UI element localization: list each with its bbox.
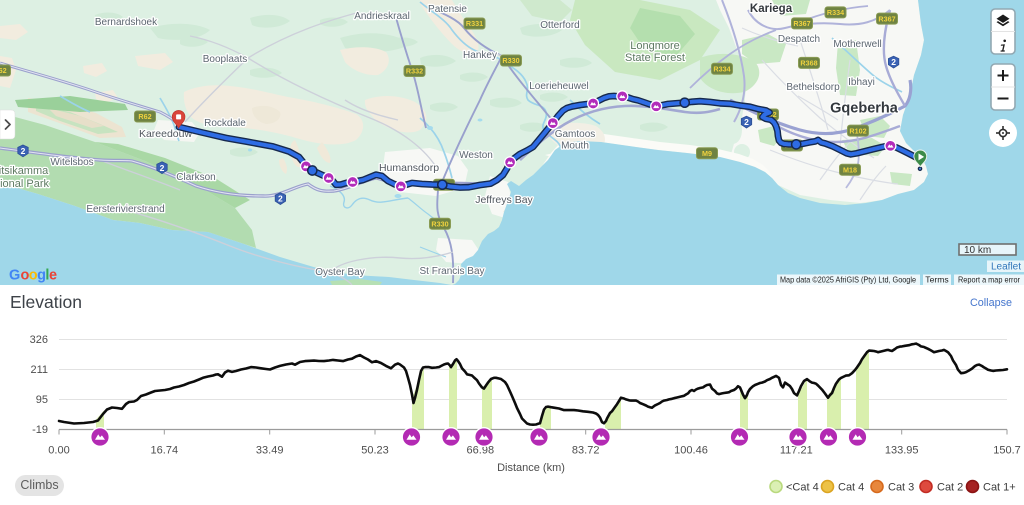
svg-text:M18: M18 [843,166,857,175]
svg-text:e: e [49,268,57,284]
svg-text:95: 95 [36,394,48,406]
svg-text:R334: R334 [827,8,844,17]
svg-text:117.21: 117.21 [780,445,813,457]
svg-text:Hankey: Hankey [463,50,497,61]
svg-text:2: 2 [160,163,165,173]
svg-text:R367: R367 [793,19,810,28]
svg-text:Clarkson: Clarkson [176,172,215,183]
svg-text:o: o [29,268,38,284]
svg-text:50.23: 50.23 [361,445,389,457]
svg-text:Oyster Bay: Oyster Bay [315,267,364,278]
svg-text:Jeffreys Bay: Jeffreys Bay [475,194,533,206]
svg-text:2: 2 [744,117,749,127]
svg-text:R62: R62 [138,112,151,121]
svg-text:Bethelsdorp: Bethelsdorp [786,82,840,93]
svg-text:Map data ©2025 AfriGIS (Pty) L: Map data ©2025 AfriGIS (Pty) Ltd, Google [780,275,916,285]
svg-text:Terms: Terms [925,275,948,285]
svg-text:150.7: 150.7 [993,445,1021,457]
svg-text:R368: R368 [800,59,817,68]
svg-text:R334: R334 [713,64,730,73]
svg-text:Loerieheuwel: Loerieheuwel [529,81,589,92]
svg-text:133.95: 133.95 [885,445,919,457]
svg-text:0.00: 0.00 [48,445,69,457]
svg-text:Gqeberha: Gqeberha [830,101,899,117]
svg-text:o: o [21,268,30,284]
svg-text:2: 2 [278,194,283,204]
svg-text:Distance (km): Distance (km) [497,462,565,474]
svg-text:g: g [37,268,46,284]
svg-text:Witelsbos: Witelsbos [50,157,93,168]
svg-text:Eersterivierstrand: Eersterivierstrand [86,204,164,215]
svg-text:Report a map error: Report a map error [958,275,1020,285]
svg-text:Rockdale: Rockdale [204,118,246,129]
svg-text:Ibhayi: Ibhayi [848,77,875,88]
svg-text:R332: R332 [406,67,423,76]
svg-text:Patensie: Patensie [428,4,467,15]
svg-text:33.49: 33.49 [256,445,284,457]
svg-text:G: G [9,268,20,284]
svg-text:Cat 1+: Cat 1+ [983,482,1016,494]
svg-text:Longmore: Longmore [630,40,680,52]
svg-text:83.72: 83.72 [572,445,600,457]
svg-text:l: l [45,268,49,284]
svg-text:National Park: National Park [0,178,50,190]
svg-text:Kariega: Kariega [750,3,793,15]
svg-text:211: 211 [30,364,48,376]
svg-text:R331: R331 [466,19,483,28]
svg-text:-19: -19 [32,424,48,436]
svg-text:Gamtoos: Gamtoos [555,129,596,140]
svg-text:Humansdorp: Humansdorp [379,162,439,174]
svg-text:Otterford: Otterford [540,20,579,31]
svg-text:100.46: 100.46 [674,445,708,457]
svg-text:Bernardshoek: Bernardshoek [95,17,158,28]
svg-text:R62: R62 [0,66,7,75]
svg-text:Mouth: Mouth [561,141,589,152]
svg-text:State Forest: State Forest [625,52,685,64]
svg-text:10 km: 10 km [964,245,991,256]
svg-text:Motherwell: Motherwell [833,39,881,50]
svg-text:Cat 2: Cat 2 [937,482,963,494]
svg-text:R330: R330 [502,56,519,65]
svg-text:R367: R367 [878,14,895,23]
svg-text:16.74: 16.74 [151,445,179,457]
svg-text:2: 2 [891,57,896,67]
svg-text:Cat 3: Cat 3 [888,482,914,494]
svg-text:M9: M9 [702,149,712,158]
svg-text:<Cat 4: <Cat 4 [786,482,819,494]
svg-text:Booplaats: Booplaats [203,54,247,65]
svg-text:Leaflet: Leaflet [991,262,1021,273]
svg-text:Tsitsikamma: Tsitsikamma [0,165,49,177]
svg-text:Andrieskraal: Andrieskraal [354,11,410,22]
svg-text:326: 326 [30,334,48,346]
svg-text:Weston: Weston [459,150,493,161]
svg-text:2: 2 [21,146,26,156]
svg-text:Cat 4: Cat 4 [838,482,864,494]
svg-text:Despatch: Despatch [778,34,820,45]
svg-text:R330: R330 [431,220,448,229]
svg-text:Kareedouw: Kareedouw [139,128,193,140]
svg-text:R102: R102 [849,126,866,135]
svg-text:St Francis Bay: St Francis Bay [419,266,484,277]
svg-text:66.98: 66.98 [467,445,495,457]
